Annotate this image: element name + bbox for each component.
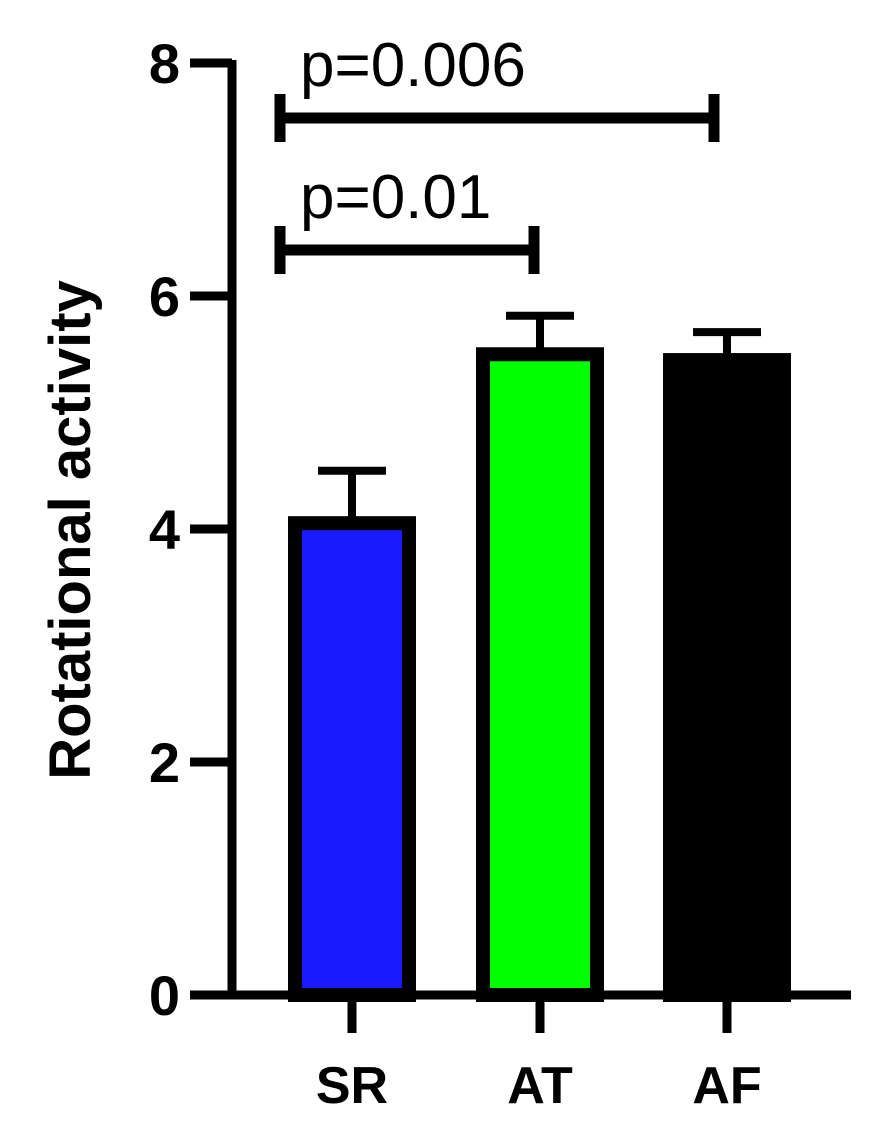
bar-af <box>663 353 791 1002</box>
x-tick-label: SR <box>316 1057 388 1115</box>
x-tick-label: AF <box>692 1057 761 1115</box>
y-tick-label: 8 <box>149 32 180 95</box>
bars <box>288 311 791 1002</box>
y-tick-label: 6 <box>149 265 180 328</box>
bar-at <box>476 347 604 1002</box>
bar-sr <box>288 516 416 1002</box>
y-tick-label: 0 <box>149 964 180 1027</box>
p-value-label: p=0.01 <box>300 163 491 232</box>
y-tick-label: 4 <box>149 498 180 561</box>
x-tick-label: AT <box>507 1057 573 1115</box>
significance-brackets: p=0.01 p=0.006 <box>274 31 720 274</box>
y-tick-label: 2 <box>149 731 180 794</box>
p-value-label: p=0.006 <box>300 31 526 100</box>
y-axis-label: Rotational activity <box>38 280 103 780</box>
